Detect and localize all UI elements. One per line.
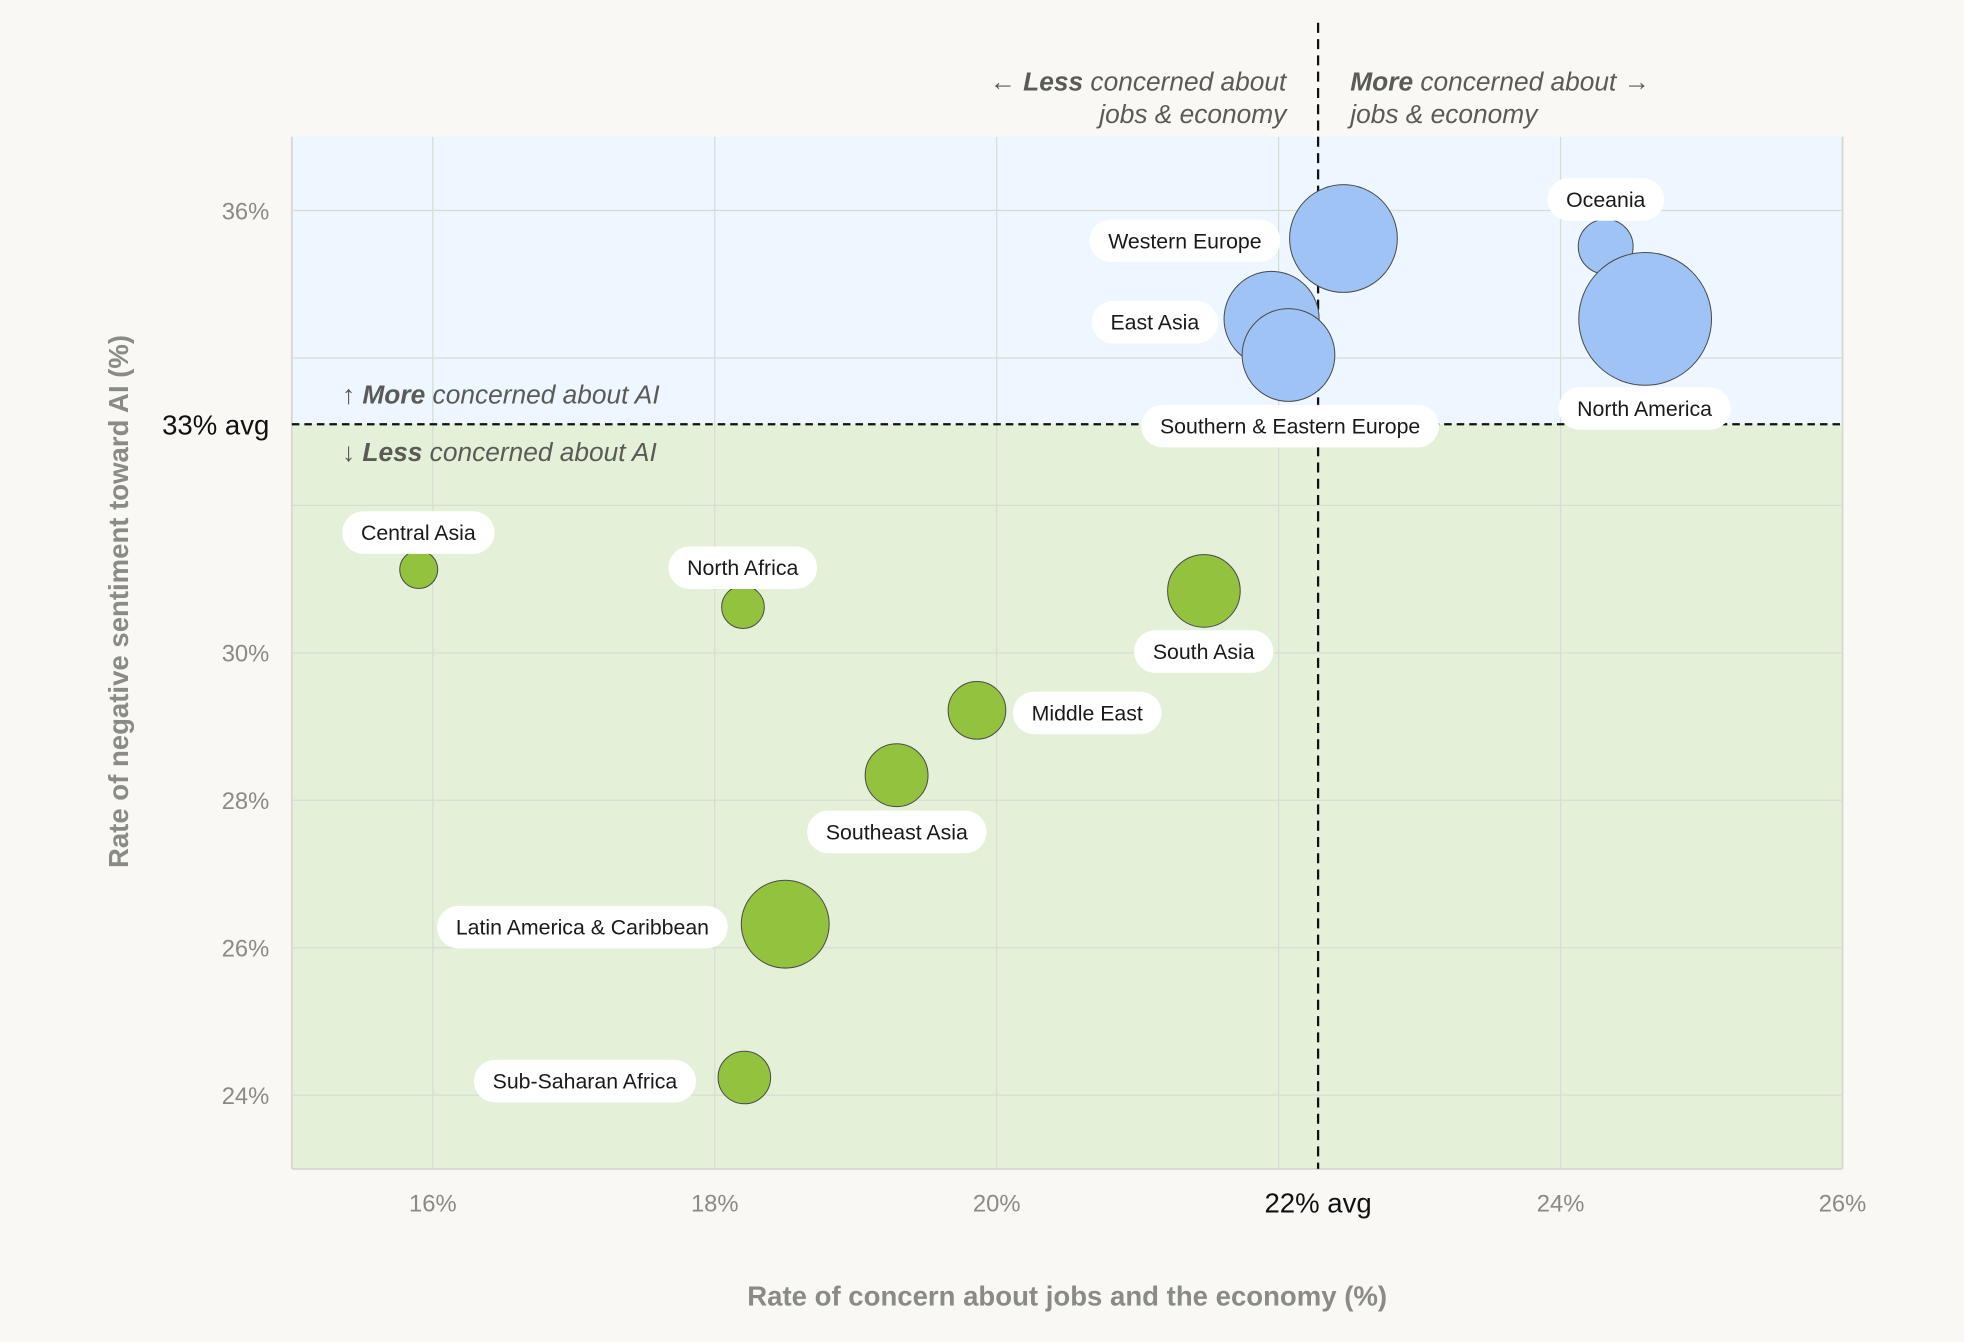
bubble-sub-saharan-africa <box>717 1050 772 1105</box>
bubble-label: Sub-Saharan Africa <box>473 1059 697 1103</box>
label-pill <box>342 511 495 554</box>
note-less-jobs: ← Less concerned about <box>990 66 1288 96</box>
note-text: concerned about AI <box>425 380 660 410</box>
bubble-western-europe <box>1289 184 1398 293</box>
label-text: North America <box>1577 397 1712 421</box>
x-tick-label: 16% <box>409 1190 457 1217</box>
bubble-label: Latin America & Caribbean <box>437 905 728 949</box>
note-less-ai: ↓ Less concerned about AI <box>342 437 658 467</box>
x-axis-title: Rate of concern about jobs and the econo… <box>747 1280 1387 1311</box>
label-text: Latin America & Caribbean <box>456 916 709 940</box>
label-pill <box>668 546 818 589</box>
note-bold: Less <box>362 437 422 467</box>
bubble-southern-eastern-europe <box>1241 308 1336 402</box>
label-text: Western Europe <box>1108 229 1261 253</box>
label-text: Central Asia <box>361 521 476 545</box>
label-pill <box>1134 630 1274 673</box>
bubble-middle-east <box>947 681 1007 740</box>
note-more-jobs-line2: jobs & economy <box>1347 99 1539 129</box>
x-tick-label: 24% <box>1537 1190 1585 1217</box>
bubbles <box>399 184 1713 1105</box>
bubble-label: Southern & Eastern Europe <box>1141 404 1440 448</box>
bubble-central-asia <box>399 550 439 590</box>
arrow-icon: ← <box>990 66 1024 96</box>
note-text: concerned about AI <box>422 437 657 467</box>
y-tick-label: 30% <box>222 641 270 668</box>
bubble-latin-america-caribbean <box>740 879 830 969</box>
x-average-label: 22% avg <box>1264 1188 1371 1219</box>
note-less-jobs-line2: jobs & economy <box>1096 99 1288 129</box>
y-axis-title: Rate of negative sentiment toward AI (%) <box>103 335 134 868</box>
bubble-southeast-asia <box>864 743 929 808</box>
label-pill <box>473 1059 697 1103</box>
bubble-label: North Africa <box>668 546 818 589</box>
label-pill <box>1547 178 1665 221</box>
bubble-label: Oceania <box>1547 178 1665 221</box>
bubble-label: Middle East <box>1012 691 1162 735</box>
label-text: Southern & Eastern Europe <box>1160 415 1420 439</box>
bubble-label: Central Asia <box>342 511 495 554</box>
label-pill <box>1091 300 1219 344</box>
y-tick-label: 24% <box>222 1083 270 1110</box>
bubble-label: North America <box>1558 387 1731 430</box>
note-more-ai: ↑ More concerned about AI <box>342 380 660 410</box>
y-tick-label: 26% <box>222 935 270 962</box>
note-bold: More <box>1350 66 1413 96</box>
note-bold: Less <box>1023 66 1083 96</box>
arrow-icon: ↑ <box>342 380 362 410</box>
bubble-label: East Asia <box>1091 300 1219 344</box>
bubble-label: Western Europe <box>1089 219 1281 263</box>
y-tick-label: 28% <box>222 788 270 815</box>
arrow-icon: ↓ <box>342 437 362 467</box>
label-text: Oceania <box>1566 188 1645 212</box>
y-tick-label: 36% <box>222 198 270 225</box>
label-text: South Asia <box>1153 640 1255 664</box>
label-text: Southeast Asia <box>826 820 968 844</box>
label-pill <box>1558 387 1731 430</box>
note-bold: More <box>362 380 425 410</box>
note-text: concerned about → <box>1413 66 1650 96</box>
label-pill <box>1141 404 1440 448</box>
label-pill <box>1012 691 1162 735</box>
bubble-labels: Western Europe Oceania North America East A… <box>342 178 1731 1103</box>
note-more-jobs: More concerned about → <box>1350 66 1650 96</box>
bubble-north-america <box>1578 251 1713 386</box>
label-text: Sub-Saharan Africa <box>493 1070 678 1094</box>
note-text: concerned about <box>1083 66 1288 96</box>
bubble-south-asia <box>1167 554 1241 628</box>
label-pill <box>1089 219 1281 263</box>
x-tick-label: 20% <box>973 1190 1021 1217</box>
bubble-north-africa <box>721 585 765 629</box>
label-text: Middle East <box>1032 701 1143 725</box>
y-average-label: 33% avg <box>162 409 269 440</box>
label-pill <box>807 810 987 854</box>
x-tick-label: 26% <box>1819 1190 1867 1217</box>
label-pill <box>437 905 728 949</box>
below-average-region <box>291 424 1843 1169</box>
label-text: East Asia <box>1110 311 1199 335</box>
label-text: North Africa <box>687 556 798 580</box>
x-tick-label: 18% <box>691 1190 739 1217</box>
bubble-label: South Asia <box>1134 630 1274 673</box>
bubble-label: Southeast Asia <box>807 810 987 854</box>
